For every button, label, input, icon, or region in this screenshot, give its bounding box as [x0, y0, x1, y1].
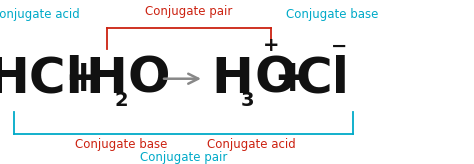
Text: Conjugate pair: Conjugate pair: [145, 5, 232, 18]
Text: H: H: [211, 55, 253, 103]
Text: Conjugate base: Conjugate base: [286, 8, 378, 21]
Text: Conjugate acid: Conjugate acid: [0, 8, 80, 21]
Text: +: +: [263, 36, 279, 55]
Text: Cl: Cl: [295, 55, 349, 103]
Text: Conjugate pair: Conjugate pair: [140, 151, 227, 164]
Text: 2: 2: [114, 91, 128, 110]
Text: 3: 3: [241, 91, 254, 110]
Text: +: +: [273, 57, 310, 100]
Text: +: +: [64, 57, 101, 100]
Text: O: O: [128, 55, 171, 103]
Text: HCl: HCl: [0, 55, 83, 103]
Text: Conjugate acid: Conjugate acid: [207, 138, 296, 151]
Text: H: H: [86, 55, 128, 103]
Text: −: −: [331, 36, 347, 55]
Text: O: O: [255, 55, 297, 103]
Text: Conjugate base: Conjugate base: [75, 138, 167, 151]
